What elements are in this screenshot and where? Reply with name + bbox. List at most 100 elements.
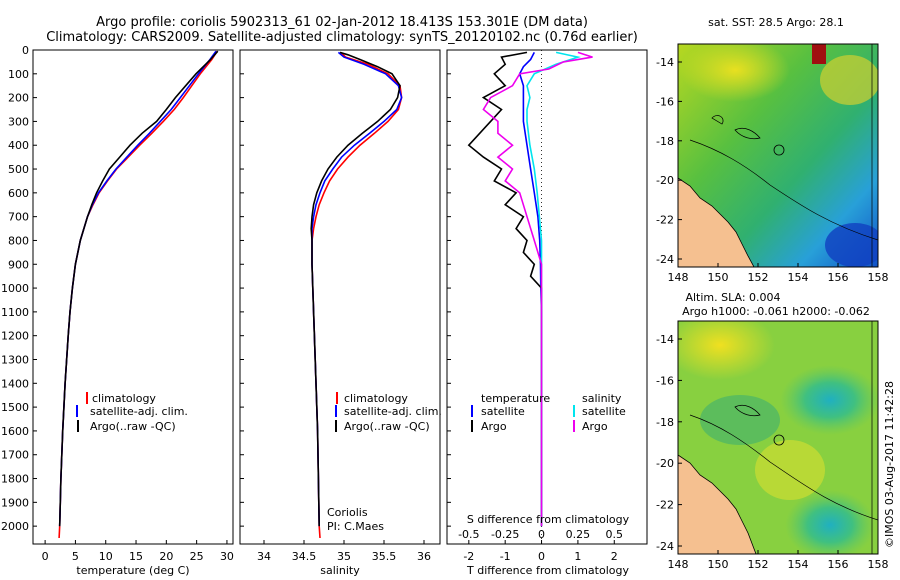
depth-tick-label: 1500: [1, 401, 29, 414]
title-line-2: Climatology: CARS2009. Satellite-adjuste…: [46, 30, 638, 45]
t-tick-label: -1: [500, 550, 511, 563]
legend-label-satellite: satellite-adj. clim.: [90, 405, 188, 418]
t-tick-label: 1: [574, 550, 581, 563]
temperature-profile-satellite-line: [58, 50, 217, 527]
difference-series: [467, 51, 593, 527]
lat-tick-label: -24: [656, 253, 674, 266]
s-tick-label: 0.5: [606, 528, 624, 541]
cool-sst-patch: [825, 223, 878, 267]
depth-tick-label: 1000: [1, 282, 29, 295]
depth-tick-label: 400: [8, 139, 29, 152]
difference-t-satellite-line: [518, 52, 543, 527]
sla-map-title: Altim. SLA: 0.004: [685, 291, 780, 304]
t-difference-label: T difference from climatology: [466, 564, 629, 577]
legend-label-t-satellite: satellite: [481, 405, 525, 418]
sla-map: [678, 321, 878, 554]
x-tick-label: 10: [99, 550, 113, 563]
sla-high-eddy: [780, 365, 878, 435]
depth-tick-label: 200: [8, 92, 29, 105]
s-difference-tick-labels: -0.5 -0.25 0 0.25 0.5: [458, 528, 623, 541]
argo-location-marker: [773, 144, 785, 156]
lon-tick-label: 154: [788, 558, 809, 571]
lat-tick-label: -20: [656, 457, 674, 470]
lat-tick-label: -18: [656, 135, 674, 148]
imos-watermark: ©IMOS 03-Aug-2017 11:42:28: [883, 381, 896, 548]
depth-tick-label: 900: [8, 258, 29, 271]
sla-map-subtitle: Argo h1000: -0.061 h2000: -0.062: [682, 305, 870, 318]
sst-map-axes: 148 150 152 154 156 158 -14 -16 -18 -20 -22 -24: [656, 56, 888, 284]
x-tick-label: 36: [417, 550, 431, 563]
difference-panel: [446, 49, 648, 545]
lat-tick-label: -16: [656, 374, 674, 387]
legend-salinity-heading: salinity: [582, 392, 622, 405]
lat-tick-label: -14: [656, 56, 674, 69]
lat-tick-label: -22: [656, 499, 674, 512]
x-tick-label: 25: [190, 550, 204, 563]
float-institution: Coriolis: [327, 506, 368, 519]
depth-tick-label: 800: [8, 234, 29, 247]
temperature-profile-climatology-line: [58, 50, 218, 539]
depth-tick-label: 1100: [1, 306, 29, 319]
depth-tick-label: 1400: [1, 377, 29, 390]
t-tick-label: 2: [611, 550, 618, 563]
lon-tick-label: 158: [868, 558, 889, 571]
salinity-legend: climatology satellite-adj. clim. Argo(..…: [335, 392, 442, 433]
argo-location-marker: [773, 434, 785, 446]
lon-tick-label: 156: [828, 558, 849, 571]
sla-mid-patch: [700, 395, 780, 445]
float-pi: PI: C.Maes: [327, 520, 384, 533]
salinity-panel: [239, 49, 441, 545]
depth-tick-label: 2000: [1, 520, 29, 533]
lon-tick-label: 148: [668, 271, 689, 284]
sla-high-eddy: [785, 490, 875, 554]
legend-label-s-satellite: satellite: [582, 405, 626, 418]
difference-t-argo-line: [467, 51, 543, 527]
lon-tick-label: 150: [708, 558, 729, 571]
s-difference-label: S difference from climatology: [467, 513, 630, 526]
x-tick-label: 30: [220, 550, 234, 563]
depth-tick-label: 1200: [1, 330, 29, 343]
difference-s-argo-line: [482, 51, 593, 527]
sla-map-axes: 148 150 152 154 156 158 -14 -16 -18 -20 -22 -24: [656, 333, 888, 571]
sst-map-frame: [677, 43, 879, 268]
depth-tick-label: 500: [8, 163, 29, 176]
lon-tick-label: 150: [708, 271, 729, 284]
lon-tick-label: 158: [868, 271, 889, 284]
x-tick-label: 34.5: [292, 550, 317, 563]
shelf-contour: [689, 139, 878, 241]
legend-label-climatology: climatology: [344, 392, 408, 405]
depth-tick-label: 600: [8, 187, 29, 200]
lat-tick-label: -22: [656, 214, 674, 227]
reef-outline: [734, 404, 761, 417]
title-line-1: Argo profile: coriolis 5902313_61 02-Jan…: [96, 15, 588, 30]
lat-tick-label: -18: [656, 416, 674, 429]
lon-tick-label: 152: [748, 271, 769, 284]
sla-low-patch: [678, 321, 775, 380]
x-tick-label: 15: [129, 550, 143, 563]
x-tick-label: 34: [257, 550, 271, 563]
shelf-contour: [689, 414, 878, 521]
warm-sst-patch: [820, 55, 878, 105]
salinity-x-axis: 34 34.5 35 35.5 36: [257, 540, 431, 563]
depth-tick-label: 1600: [1, 425, 29, 438]
legend-label-climatology: climatology: [92, 392, 156, 405]
temperature-xlabel: temperature (deg C): [76, 564, 189, 577]
depth-tick-label: 1300: [1, 353, 29, 366]
lon-tick-label: 152: [748, 558, 769, 571]
s-tick-label: -0.25: [491, 528, 519, 541]
s-tick-label: 0: [538, 528, 545, 541]
salinity-series: [310, 51, 403, 539]
x-tick-label: 35: [337, 550, 351, 563]
legend-label-s-argo: Argo: [582, 420, 608, 433]
reef-outline: [734, 127, 761, 140]
hot-sst-cell: [812, 44, 826, 64]
depth-tick-label: 1900: [1, 496, 29, 509]
sst-map: [678, 44, 878, 267]
salinity-xlabel: salinity: [320, 564, 360, 577]
coastline-land: [678, 454, 757, 554]
lon-tick-label: 148: [668, 558, 689, 571]
depth-tick-label: 1700: [1, 449, 29, 462]
lat-tick-label: -24: [656, 540, 674, 553]
lon-tick-label: 156: [828, 271, 849, 284]
